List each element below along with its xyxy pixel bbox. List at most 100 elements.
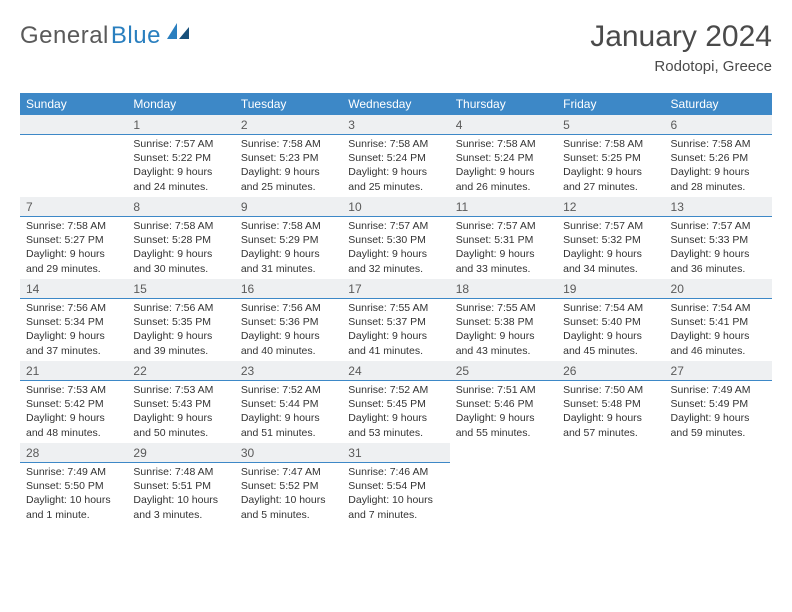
calendar-table: Sunday Monday Tuesday Wednesday Thursday… bbox=[20, 93, 772, 525]
page: GeneralBlue January 2024 Rodotopi, Greec… bbox=[0, 0, 792, 612]
sunrise-text: Sunrise: 7:52 AM bbox=[241, 383, 336, 397]
empty-day-number bbox=[450, 443, 557, 463]
day-number: 25 bbox=[450, 361, 557, 381]
sunset-text: Sunset: 5:30 PM bbox=[348, 233, 443, 247]
dayhead-fri: Friday bbox=[557, 93, 664, 115]
sunset-text: Sunset: 5:32 PM bbox=[563, 233, 658, 247]
day-body: Sunrise: 7:58 AMSunset: 5:24 PMDaylight:… bbox=[342, 135, 449, 197]
sunset-text: Sunset: 5:27 PM bbox=[26, 233, 121, 247]
sunrise-text: Sunrise: 7:58 AM bbox=[241, 137, 336, 151]
daylight-text: Daylight: 9 hours and 40 minutes. bbox=[241, 329, 336, 357]
sunset-text: Sunset: 5:37 PM bbox=[348, 315, 443, 329]
day-body: Sunrise: 7:58 AMSunset: 5:23 PMDaylight:… bbox=[235, 135, 342, 197]
day-number: 29 bbox=[127, 443, 234, 463]
sunset-text: Sunset: 5:23 PM bbox=[241, 151, 336, 165]
day-number: 22 bbox=[127, 361, 234, 381]
day-number: 21 bbox=[20, 361, 127, 381]
day-body: Sunrise: 7:57 AMSunset: 5:31 PMDaylight:… bbox=[450, 217, 557, 279]
day-number: 15 bbox=[127, 279, 234, 299]
day-body bbox=[20, 135, 127, 197]
sunset-text: Sunset: 5:29 PM bbox=[241, 233, 336, 247]
daylight-text: Daylight: 9 hours and 41 minutes. bbox=[348, 329, 443, 357]
sunset-text: Sunset: 5:44 PM bbox=[241, 397, 336, 411]
sunrise-text: Sunrise: 7:54 AM bbox=[671, 301, 766, 315]
sunrise-text: Sunrise: 7:57 AM bbox=[563, 219, 658, 233]
sunrise-text: Sunrise: 7:57 AM bbox=[671, 219, 766, 233]
dayhead-tue: Tuesday bbox=[235, 93, 342, 115]
day-number: 30 bbox=[235, 443, 342, 463]
empty-day-number bbox=[20, 115, 127, 135]
day-body: Sunrise: 7:57 AMSunset: 5:33 PMDaylight:… bbox=[665, 217, 772, 279]
day-header-row: Sunday Monday Tuesday Wednesday Thursday… bbox=[20, 93, 772, 115]
day-number: 17 bbox=[342, 279, 449, 299]
sunset-text: Sunset: 5:48 PM bbox=[563, 397, 658, 411]
sunset-text: Sunset: 5:38 PM bbox=[456, 315, 551, 329]
day-body: Sunrise: 7:51 AMSunset: 5:46 PMDaylight:… bbox=[450, 381, 557, 443]
week-daynum-row: 123456 bbox=[20, 115, 772, 135]
sunrise-text: Sunrise: 7:51 AM bbox=[456, 383, 551, 397]
daylight-text: Daylight: 9 hours and 50 minutes. bbox=[133, 411, 228, 439]
sunset-text: Sunset: 5:33 PM bbox=[671, 233, 766, 247]
day-number: 23 bbox=[235, 361, 342, 381]
day-body: Sunrise: 7:57 AMSunset: 5:22 PMDaylight:… bbox=[127, 135, 234, 197]
daylight-text: Daylight: 9 hours and 30 minutes. bbox=[133, 247, 228, 275]
day-number: 24 bbox=[342, 361, 449, 381]
sunset-text: Sunset: 5:42 PM bbox=[26, 397, 121, 411]
sunset-text: Sunset: 5:25 PM bbox=[563, 151, 658, 165]
sunrise-text: Sunrise: 7:58 AM bbox=[456, 137, 551, 151]
sunset-text: Sunset: 5:54 PM bbox=[348, 479, 443, 493]
day-number: 7 bbox=[20, 197, 127, 217]
sunrise-text: Sunrise: 7:57 AM bbox=[348, 219, 443, 233]
sunset-text: Sunset: 5:50 PM bbox=[26, 479, 121, 493]
day-body: Sunrise: 7:49 AMSunset: 5:50 PMDaylight:… bbox=[20, 463, 127, 525]
sunrise-text: Sunrise: 7:58 AM bbox=[563, 137, 658, 151]
sunrise-text: Sunrise: 7:48 AM bbox=[133, 465, 228, 479]
sunset-text: Sunset: 5:26 PM bbox=[671, 151, 766, 165]
week-body-row: Sunrise: 7:56 AMSunset: 5:34 PMDaylight:… bbox=[20, 299, 772, 361]
sunrise-text: Sunrise: 7:46 AM bbox=[348, 465, 443, 479]
day-body: Sunrise: 7:47 AMSunset: 5:52 PMDaylight:… bbox=[235, 463, 342, 525]
day-body bbox=[665, 463, 772, 525]
day-body: Sunrise: 7:56 AMSunset: 5:36 PMDaylight:… bbox=[235, 299, 342, 361]
week-daynum-row: 78910111213 bbox=[20, 197, 772, 217]
day-body: Sunrise: 7:54 AMSunset: 5:41 PMDaylight:… bbox=[665, 299, 772, 361]
week-daynum-row: 28293031 bbox=[20, 443, 772, 463]
daylight-text: Daylight: 10 hours and 5 minutes. bbox=[241, 493, 336, 521]
daylight-text: Daylight: 9 hours and 39 minutes. bbox=[133, 329, 228, 357]
day-number: 16 bbox=[235, 279, 342, 299]
daylight-text: Daylight: 9 hours and 53 minutes. bbox=[348, 411, 443, 439]
daylight-text: Daylight: 9 hours and 31 minutes. bbox=[241, 247, 336, 275]
sunset-text: Sunset: 5:31 PM bbox=[456, 233, 551, 247]
day-body: Sunrise: 7:58 AMSunset: 5:28 PMDaylight:… bbox=[127, 217, 234, 279]
daylight-text: Daylight: 9 hours and 45 minutes. bbox=[563, 329, 658, 357]
day-number: 8 bbox=[127, 197, 234, 217]
sunrise-text: Sunrise: 7:58 AM bbox=[348, 137, 443, 151]
sunset-text: Sunset: 5:35 PM bbox=[133, 315, 228, 329]
day-body bbox=[450, 463, 557, 525]
sunrise-text: Sunrise: 7:49 AM bbox=[26, 465, 121, 479]
sunrise-text: Sunrise: 7:57 AM bbox=[456, 219, 551, 233]
sunset-text: Sunset: 5:51 PM bbox=[133, 479, 228, 493]
week-body-row: Sunrise: 7:58 AMSunset: 5:27 PMDaylight:… bbox=[20, 217, 772, 279]
week-daynum-row: 21222324252627 bbox=[20, 361, 772, 381]
day-body: Sunrise: 7:57 AMSunset: 5:30 PMDaylight:… bbox=[342, 217, 449, 279]
day-body bbox=[557, 463, 664, 525]
logo-sail-icon bbox=[167, 23, 189, 41]
day-number: 4 bbox=[450, 115, 557, 135]
day-body: Sunrise: 7:58 AMSunset: 5:26 PMDaylight:… bbox=[665, 135, 772, 197]
sunrise-text: Sunrise: 7:49 AM bbox=[671, 383, 766, 397]
sunset-text: Sunset: 5:40 PM bbox=[563, 315, 658, 329]
header: GeneralBlue January 2024 Rodotopi, Greec… bbox=[20, 22, 772, 75]
sunset-text: Sunset: 5:52 PM bbox=[241, 479, 336, 493]
day-number: 5 bbox=[557, 115, 664, 135]
day-number: 27 bbox=[665, 361, 772, 381]
daylight-text: Daylight: 9 hours and 26 minutes. bbox=[456, 165, 551, 193]
daylight-text: Daylight: 9 hours and 46 minutes. bbox=[671, 329, 766, 357]
day-number: 13 bbox=[665, 197, 772, 217]
logo-second: Blue bbox=[111, 22, 161, 50]
sunset-text: Sunset: 5:22 PM bbox=[133, 151, 228, 165]
sunrise-text: Sunrise: 7:47 AM bbox=[241, 465, 336, 479]
day-number: 10 bbox=[342, 197, 449, 217]
daylight-text: Daylight: 9 hours and 37 minutes. bbox=[26, 329, 121, 357]
daylight-text: Daylight: 9 hours and 28 minutes. bbox=[671, 165, 766, 193]
